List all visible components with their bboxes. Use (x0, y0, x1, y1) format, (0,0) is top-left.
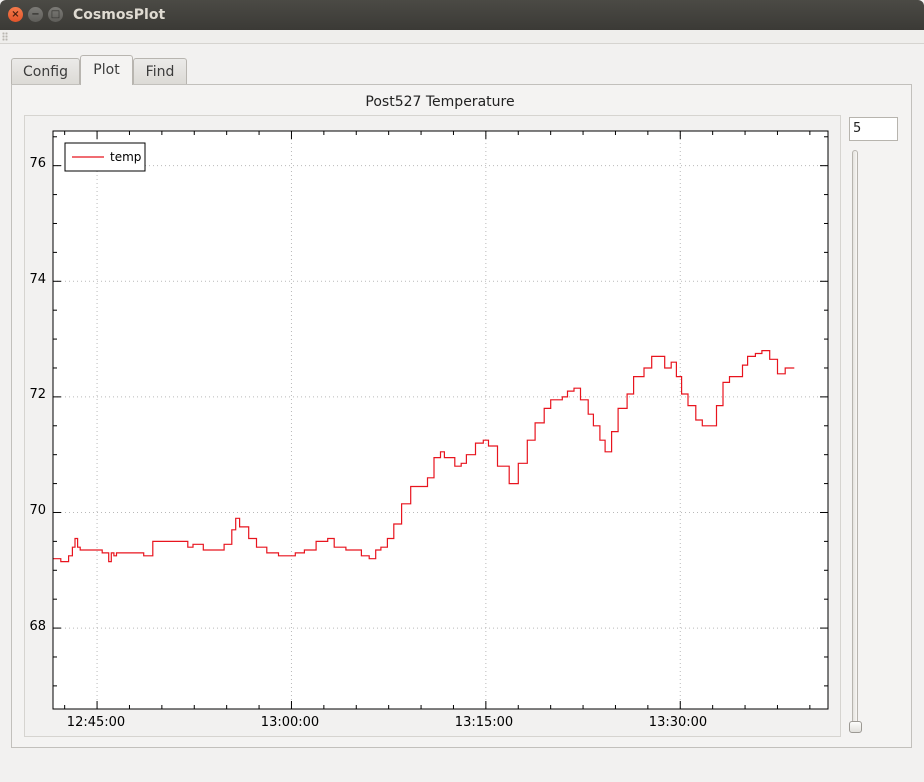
window-titlebar: × − □ CosmosPlot (0, 0, 924, 30)
x-tick-label: 12:45:00 (67, 715, 125, 730)
tab-config[interactable]: Config (11, 58, 80, 84)
chart-legend: temp (64, 142, 146, 172)
time-span-spinbox[interactable]: 5 (849, 117, 898, 141)
plot-area (53, 131, 828, 709)
y-tick-label: 74 (29, 272, 46, 287)
vertical-slider-track[interactable] (852, 150, 858, 726)
axis-ticks (53, 131, 828, 709)
tab-find[interactable]: Find (133, 58, 187, 84)
close-window-button[interactable]: × (8, 7, 23, 22)
plot-area-border (52, 130, 829, 710)
grid-lines (53, 131, 828, 709)
vertical-slider-handle[interactable] (849, 721, 862, 733)
toolbar-grip-handle[interactable] (2, 32, 8, 41)
x-tick-label: 13:30:00 (649, 715, 707, 730)
tab-plot[interactable]: Plot (80, 55, 133, 85)
maximize-window-button[interactable]: □ (48, 7, 63, 22)
y-tick-label: 72 (29, 387, 46, 402)
window-title: CosmosPlot (73, 7, 166, 23)
y-tick-label: 70 (29, 503, 46, 518)
minimize-window-button[interactable]: − (28, 7, 43, 22)
y-tick-label: 76 (29, 156, 46, 171)
series-temp-line (53, 350, 795, 563)
legend-label-temp: temp (110, 150, 141, 164)
chart-title: Post527 Temperature (365, 94, 515, 110)
y-tick-label: 68 (29, 619, 46, 634)
x-tick-label: 13:00:00 (261, 715, 319, 730)
toolbar-strip (0, 30, 924, 44)
x-tick-label: 13:15:00 (455, 715, 513, 730)
